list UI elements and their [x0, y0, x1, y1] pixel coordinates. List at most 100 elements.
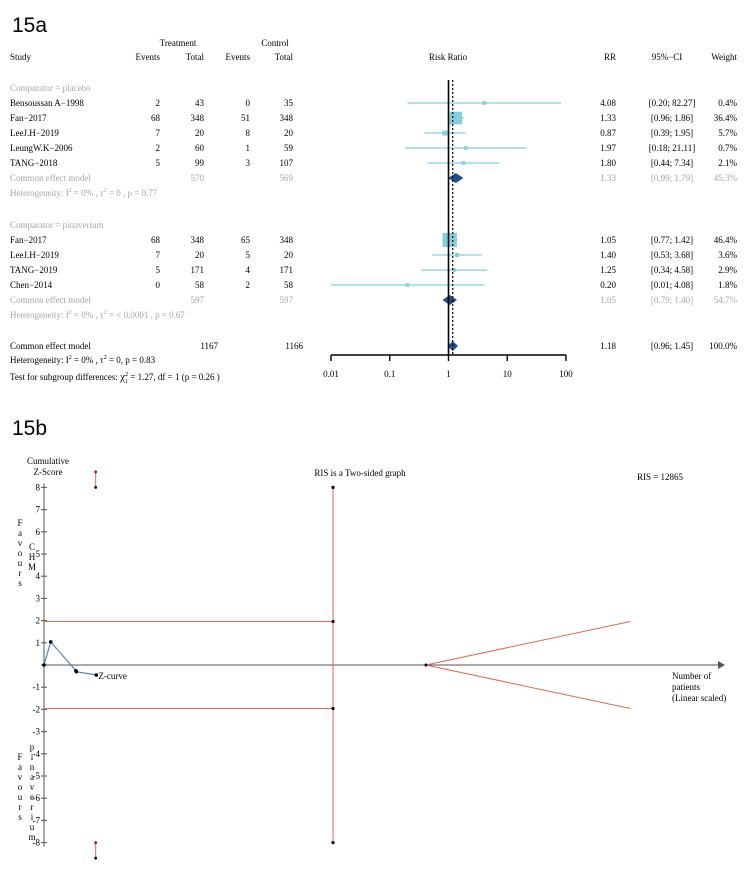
study-rr: 1.33	[600, 113, 616, 123]
study-events-control: 2	[246, 280, 251, 290]
study-total-control: 35	[284, 98, 294, 108]
subgroup-heterogeneity: Heterogeneity: I2 = 0% , τ2 = < 0.0001 ,…	[10, 310, 185, 320]
study-events-control: 8	[246, 128, 251, 138]
header-total-control: Total	[275, 52, 294, 62]
panel-a-label: 15a	[12, 14, 48, 37]
study-weight-box	[461, 161, 466, 165]
overall-total-control: 1166	[285, 341, 303, 351]
y-axis-label-line2: Z-Score	[34, 467, 63, 477]
study-name: TANG−2019	[10, 265, 58, 275]
subgroup-pooled-weight: 45.3%	[714, 173, 738, 183]
x-tick-label: 0.01	[323, 369, 339, 379]
futility-point-top	[94, 486, 98, 489]
study-events-control: 3	[246, 158, 251, 168]
study-total-treatment: 20	[195, 128, 205, 138]
z-curve-point	[94, 673, 99, 677]
study-weight: 0.4%	[718, 98, 737, 108]
study-rr: 1.80	[600, 158, 616, 168]
study-name: LeeJ.H−2019	[10, 128, 59, 138]
y-tick-label: 1	[36, 638, 41, 648]
study-events-treatment: 0	[156, 280, 161, 290]
study-total-treatment: 20	[195, 250, 205, 260]
study-events-control: 1	[246, 143, 251, 153]
header-total-treatment: Total	[186, 52, 205, 62]
subgroup-pooled-ci: [0.99; 1.79]	[651, 173, 693, 183]
study-name: Fan−2017	[10, 113, 47, 123]
study-total-treatment: 58	[195, 280, 205, 290]
study-rr: 0.87	[600, 128, 616, 138]
y-tick-label: 7	[36, 505, 41, 515]
futility-point-bottom-end	[94, 856, 98, 860]
study-ci: [0.34; 4.58]	[651, 265, 693, 275]
study-total-treatment: 43	[195, 98, 205, 108]
study-name: Chen−2014	[10, 280, 53, 290]
study-ci: [0.44; 7.34]	[651, 158, 693, 168]
header-weight: Weight	[711, 52, 737, 62]
y-tick-label: -1	[33, 682, 41, 692]
pooled-diamond	[448, 173, 464, 183]
subgroup-pooled-rr: 1.05	[600, 295, 616, 305]
y-tick-label: 5	[36, 549, 41, 559]
futility-point-bottom	[94, 841, 98, 844]
study-rr: 1.40	[600, 250, 616, 260]
boundary-start-point	[424, 663, 428, 667]
subgroup-label: Comparator = placebo	[10, 83, 91, 93]
y-tick-label: 6	[36, 527, 41, 537]
study-events-treatment: 2	[156, 98, 161, 108]
study-weight-box	[452, 268, 456, 272]
study-weight: 5.7%	[718, 128, 737, 138]
study-weight: 46.4%	[714, 235, 738, 245]
study-total-treatment: 171	[191, 265, 205, 275]
study-total-treatment: 60	[195, 143, 205, 153]
study-events-control: 0	[246, 98, 251, 108]
x-axis-label: patients	[672, 682, 700, 692]
overall-weight: 100.0%	[709, 341, 737, 351]
y-tick-label: -7	[33, 815, 41, 825]
y-tick-label: -5	[33, 771, 41, 781]
overall-ci: [0.96; 1.45]	[651, 341, 693, 351]
study-rr: 4.08	[600, 98, 616, 108]
panel-b-label: 15b	[12, 417, 48, 440]
ris-point	[331, 841, 335, 845]
study-ci: [0.53; 3.68]	[651, 250, 693, 260]
monitoring-boundary-lower	[425, 664, 631, 710]
study-events-treatment: 5	[156, 158, 161, 168]
x-axis-label: (Linear scaled)	[672, 693, 726, 703]
x-tick-label: 100	[559, 369, 573, 379]
study-events-treatment: 2	[156, 143, 161, 153]
x-axis-label: Number of	[672, 671, 711, 681]
subgroup-pooled-weight: 54.7%	[714, 295, 738, 305]
header-ci: 95%−CI	[652, 52, 683, 62]
subgroup-test: Test for subgroup differences: χ2 1 = 1.2…	[10, 371, 220, 385]
monitoring-boundary-upper	[425, 620, 631, 666]
study-total-control: 59	[284, 143, 294, 153]
study-events-control: 4	[246, 265, 251, 275]
y-tick-label: -6	[33, 793, 41, 803]
study-rr: 0.20	[600, 280, 616, 290]
ris-point	[331, 706, 335, 711]
subgroup-heterogeneity: Heterogeneity: I2 = 0% , τ2 = 0 , p = 0.…	[10, 188, 158, 198]
ris-point	[331, 485, 335, 489]
x-axis-arrow	[718, 661, 725, 669]
study-total-treatment: 348	[191, 235, 205, 245]
study-events-treatment: 7	[156, 128, 161, 138]
y-tick-label: 3	[36, 593, 41, 603]
header-events-control: Events	[226, 52, 251, 62]
header-treatment: Treatment	[160, 38, 197, 48]
header-control: Control	[261, 38, 289, 48]
y-tick-label: 2	[36, 616, 41, 626]
y-tick-label: 8	[36, 482, 41, 492]
study-weight: 36.4%	[714, 113, 738, 123]
study-ci: [0.01; 4.08]	[651, 280, 693, 290]
study-total-control: 20	[284, 250, 294, 260]
subgroup-pooled-total-treatment: 570	[191, 173, 205, 183]
study-rr: 1.25	[600, 265, 616, 275]
study-total-control: 348	[280, 235, 294, 245]
pooled-diamond	[442, 295, 458, 305]
header-risk-ratio: Risk Ratio	[429, 52, 468, 62]
study-weight: 1.8%	[718, 280, 737, 290]
study-ci: [0.18; 21.11]	[649, 143, 695, 153]
